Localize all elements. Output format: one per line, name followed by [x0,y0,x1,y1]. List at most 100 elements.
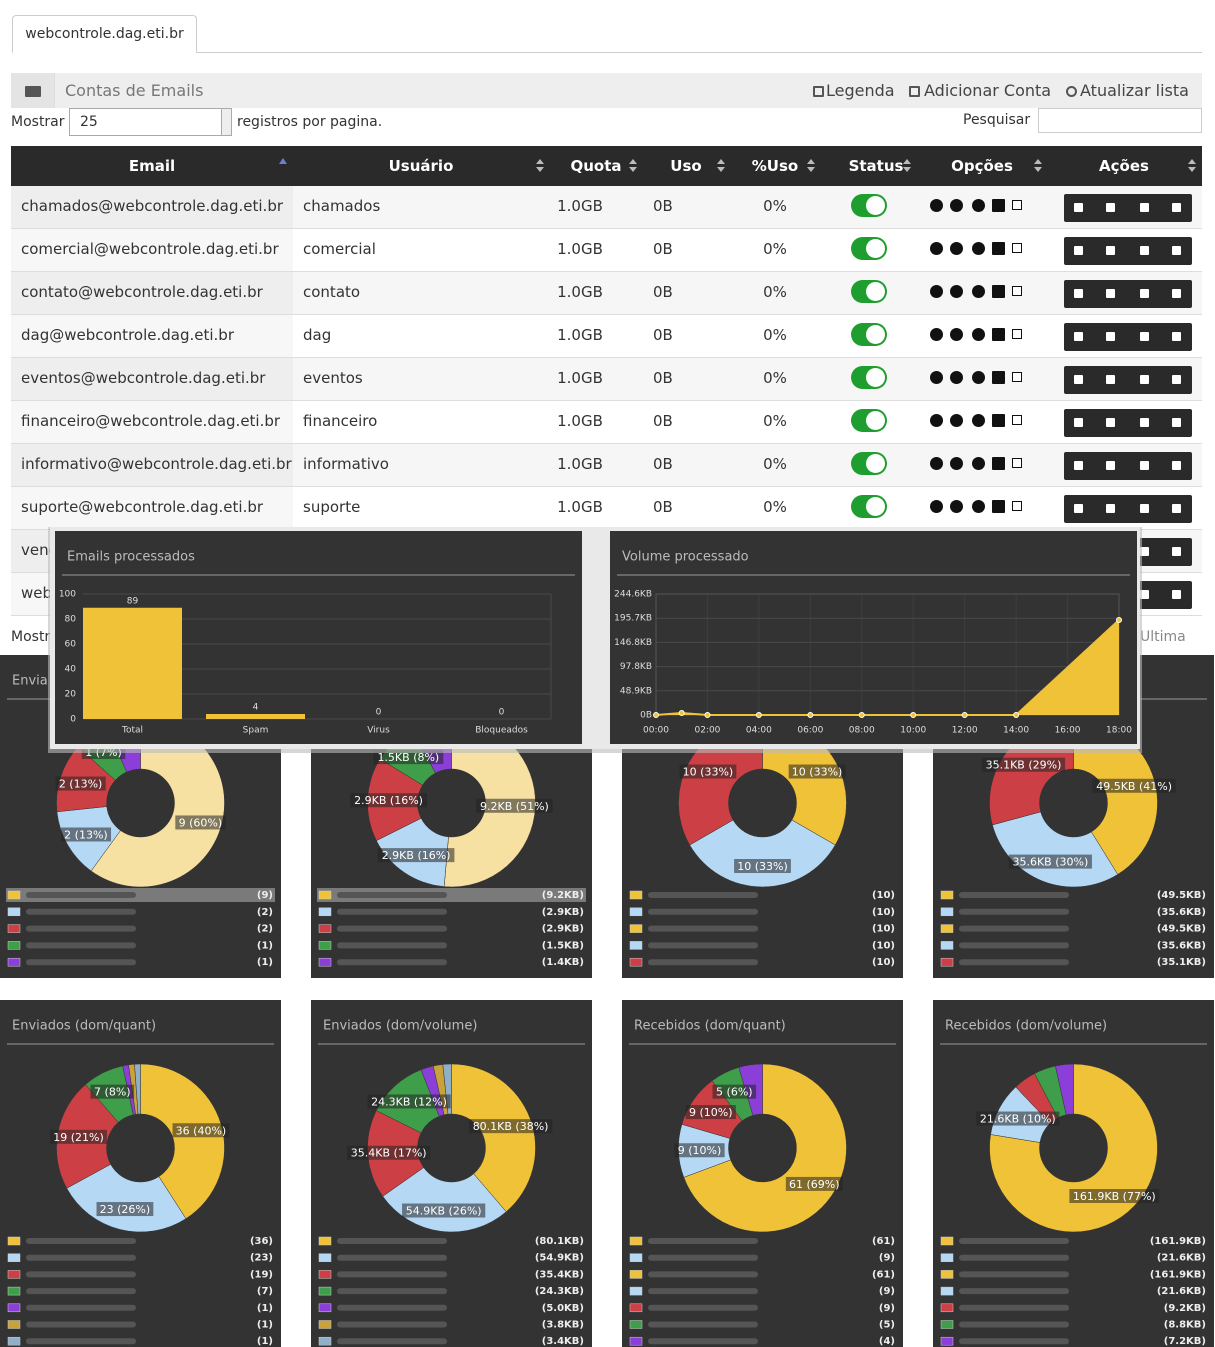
action-button[interactable] [1106,289,1115,298]
option-icon[interactable] [972,414,985,427]
action-button[interactable] [1106,203,1115,212]
toggle-knob[interactable] [866,368,885,387]
action-button[interactable] [1074,246,1083,255]
search-input[interactable] [1038,108,1202,133]
select-arrow[interactable] [221,109,231,135]
toggle-knob[interactable] [866,282,885,301]
option-icon[interactable] [992,242,1005,255]
action-button[interactable] [1074,461,1083,470]
option-icon[interactable] [992,414,1005,427]
column-header[interactable]: Ações [1099,157,1149,175]
toggle-knob[interactable] [866,239,885,258]
action-button[interactable] [1140,547,1149,556]
option-checkbox[interactable] [1012,415,1022,425]
toggle-knob[interactable] [866,411,885,430]
action-button[interactable] [1074,418,1083,427]
column-header[interactable]: Opções [951,157,1013,175]
action-button[interactable] [1106,246,1115,255]
option-icon[interactable] [950,242,963,255]
action-button[interactable] [1172,590,1181,599]
footer-right[interactable]: Ultima [1140,629,1186,645]
option-icon[interactable] [972,285,985,298]
action-icon[interactable] [1066,86,1077,97]
option-icon[interactable] [930,371,943,384]
action-button[interactable] [1140,590,1149,599]
option-icon[interactable] [950,414,963,427]
action-button[interactable] [1106,332,1115,341]
action-button[interactable] [1172,375,1181,384]
option-checkbox[interactable] [1012,243,1022,253]
option-icon[interactable] [992,328,1005,341]
action-button[interactable] [1140,418,1149,427]
option-icon[interactable] [972,199,985,212]
option-icon[interactable] [930,199,943,212]
action-button[interactable] [1106,504,1115,513]
option-icon[interactable] [930,285,943,298]
option-checkbox[interactable] [1012,372,1022,382]
action-button[interactable] [1140,375,1149,384]
action-button[interactable] [1172,418,1181,427]
option-icon[interactable] [950,328,963,341]
option-checkbox[interactable] [1012,329,1022,339]
action-button[interactable] [1074,203,1083,212]
action-button[interactable] [1172,246,1181,255]
option-icon[interactable] [972,242,985,255]
action-button[interactable] [1074,289,1083,298]
action-button[interactable] [1074,504,1083,513]
action-icon[interactable] [813,86,824,97]
option-checkbox[interactable] [1012,200,1022,210]
action-button[interactable] [1172,332,1181,341]
action-button[interactable] [1140,203,1149,212]
option-icon[interactable] [930,242,943,255]
column-header[interactable]: Uso [670,157,702,175]
option-icon[interactable] [950,199,963,212]
option-icon[interactable] [950,371,963,384]
action-button[interactable] [1140,289,1149,298]
option-icon[interactable] [930,457,943,470]
toggle-knob[interactable] [866,325,885,344]
option-icon[interactable] [992,371,1005,384]
action-button[interactable] [1172,504,1181,513]
action-button[interactable] [1172,289,1181,298]
option-checkbox[interactable] [1012,286,1022,296]
action-button[interactable] [1140,461,1149,470]
page-size-select[interactable]: 25 [69,108,232,136]
action-button[interactable] [1106,461,1115,470]
option-icon[interactable] [950,457,963,470]
option-icon[interactable] [992,457,1005,470]
column-header[interactable]: Email [128,157,176,175]
panel-action[interactable]: Adicionar Conta [924,81,1052,100]
option-checkbox[interactable] [1012,501,1022,511]
option-icon[interactable] [972,371,985,384]
action-icon[interactable] [909,86,920,97]
panel-action[interactable]: Atualizar lista [1080,81,1189,100]
action-button[interactable] [1074,375,1083,384]
action-button[interactable] [1172,547,1181,556]
action-button[interactable] [1106,418,1115,427]
action-button[interactable] [1172,461,1181,470]
action-button[interactable] [1074,332,1083,341]
option-icon[interactable] [972,328,985,341]
action-button[interactable] [1172,203,1181,212]
option-icon[interactable] [972,500,985,513]
toggle-knob[interactable] [866,497,885,516]
tab[interactable]: webcontrole.dag.eti.br [12,15,197,53]
option-icon[interactable] [992,199,1005,212]
column-header[interactable]: Status [848,157,904,175]
option-icon[interactable] [972,457,985,470]
option-checkbox[interactable] [1012,458,1022,468]
option-icon[interactable] [930,328,943,341]
column-header[interactable]: Quota [570,157,622,175]
option-icon[interactable] [930,414,943,427]
column-header[interactable]: Usuário [388,157,454,175]
panel-action[interactable]: Legenda [826,81,895,100]
action-button[interactable] [1140,246,1149,255]
action-button[interactable] [1106,375,1115,384]
option-icon[interactable] [950,500,963,513]
action-button[interactable] [1140,504,1149,513]
option-icon[interactable] [992,285,1005,298]
option-icon[interactable] [950,285,963,298]
column-header[interactable]: %Uso [751,157,799,175]
option-icon[interactable] [992,500,1005,513]
toggle-knob[interactable] [866,454,885,473]
